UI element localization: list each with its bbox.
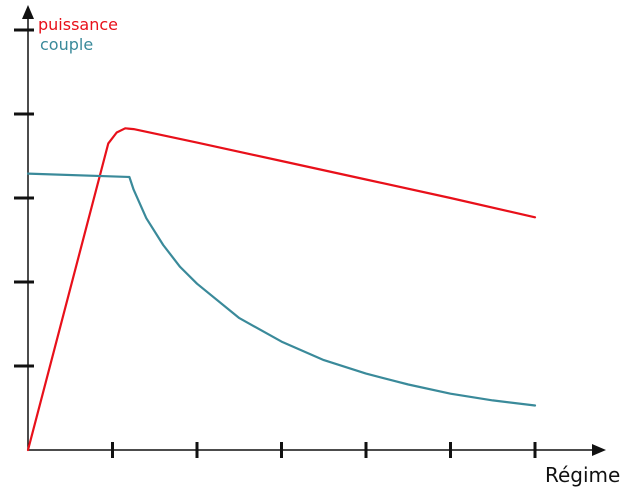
legend-entry-puissance: puissance [38, 15, 118, 34]
x-axis-arrow [592, 444, 606, 456]
x-axis-label: Régime [545, 463, 620, 487]
series-line-couple [26, 172, 537, 407]
legend-entry-couple: couple [40, 35, 93, 54]
y-axis-arrow [22, 5, 34, 19]
series-group [26, 127, 537, 452]
legend: puissance couple [38, 15, 118, 54]
axes [14, 5, 606, 458]
series-line-puissance [26, 127, 537, 452]
